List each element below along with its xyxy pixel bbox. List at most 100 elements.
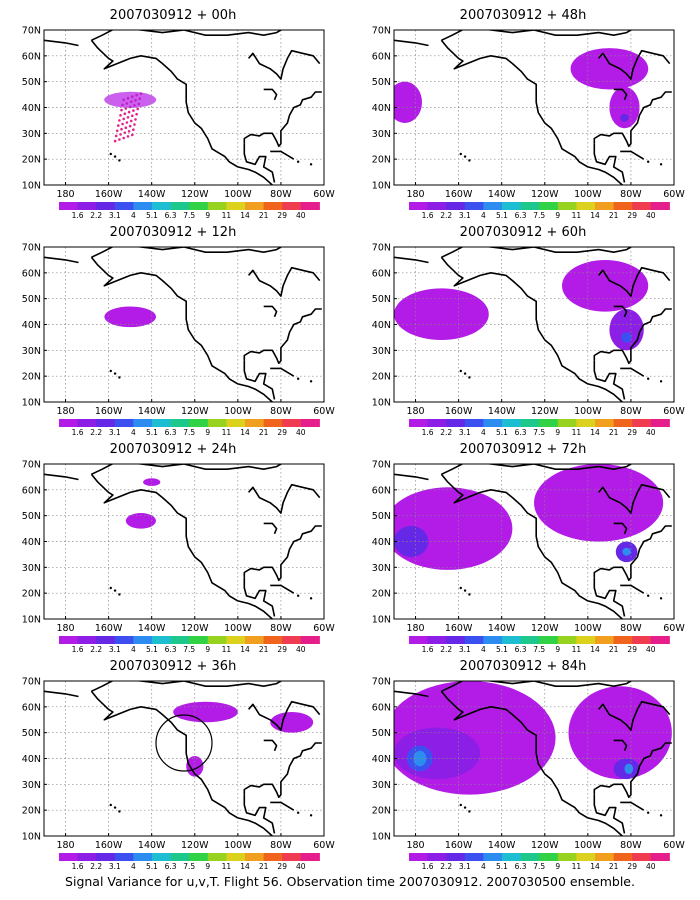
colorbar-swatch xyxy=(300,202,320,210)
coastline xyxy=(394,256,429,264)
colorbar-swatch xyxy=(282,419,302,427)
observation-dot xyxy=(120,108,123,112)
lat-label: 40N xyxy=(372,103,391,114)
colorbar-label: 4 xyxy=(131,862,136,871)
colorbar-label: 40 xyxy=(296,211,306,220)
colorbar-swatch xyxy=(576,419,596,427)
lat-label: 60N xyxy=(22,702,41,713)
colorbar: 1.6 2.2 3.1 4 5.1 6.3 7.5 9 11 14 21 29 40 xyxy=(59,419,320,437)
island xyxy=(463,155,467,158)
colorbar-swatch xyxy=(502,853,522,861)
colorbar-label: 2.2 xyxy=(440,428,452,437)
coastline xyxy=(263,522,278,535)
lat-label: 30N xyxy=(22,346,41,357)
colorbar-swatch xyxy=(59,202,79,210)
coastline xyxy=(593,525,672,582)
lat-label: 10N xyxy=(372,398,391,409)
colorbar-swatch xyxy=(632,853,652,861)
colorbar-swatch xyxy=(189,853,209,861)
map-area xyxy=(394,464,674,619)
observation-dot xyxy=(119,133,122,136)
lat-label: 60N xyxy=(372,702,391,713)
colorbar-swatch xyxy=(189,636,209,644)
island xyxy=(109,152,112,156)
lon-label: 140W xyxy=(488,406,516,417)
colorbar-swatch xyxy=(650,853,670,861)
target-circle xyxy=(155,714,213,772)
island xyxy=(309,814,313,817)
coastline xyxy=(263,305,278,318)
lat-label: 70N xyxy=(22,677,41,688)
colorbar-label: 9 xyxy=(205,645,210,654)
observation-dot xyxy=(118,119,121,122)
colorbar-swatch xyxy=(446,636,466,644)
lon-label: 160W xyxy=(95,623,123,634)
lat-label: 50N xyxy=(372,294,391,305)
colorbar: 1.6 2.2 3.1 4 5.1 6.3 7.5 9 11 14 21 29 40 xyxy=(409,636,670,654)
colorbar-label: 9 xyxy=(205,862,210,871)
coastline xyxy=(620,367,645,377)
colorbar-swatch xyxy=(114,202,134,210)
lat-label: 10N xyxy=(372,181,391,192)
lon-label: 80W xyxy=(270,623,292,634)
colorbar-label: 9 xyxy=(555,862,560,871)
map-panel: 2007030912 + 72h 10N 20N 30N 40N 50N 60N 70N 180… xyxy=(358,434,688,654)
island xyxy=(646,377,650,380)
lon-label: 100W xyxy=(224,406,252,417)
coastline xyxy=(270,367,295,377)
variance-field xyxy=(104,306,156,328)
lat-label: 20N xyxy=(22,372,41,383)
lon-label: 140W xyxy=(488,840,516,851)
coastline xyxy=(440,690,623,836)
colorbar-swatch xyxy=(557,202,577,210)
lon-label: 80W xyxy=(620,406,642,417)
colorbar-label: 29 xyxy=(627,428,637,437)
lat-label: 10N xyxy=(22,832,41,843)
colorbar-label: 29 xyxy=(277,645,287,654)
colorbar-swatch xyxy=(282,636,302,644)
colorbar-swatch xyxy=(539,202,559,210)
colorbar-label: 2.2 xyxy=(90,211,102,220)
colorbar-label: 6.3 xyxy=(165,862,177,871)
map-area xyxy=(394,247,674,402)
colorbar-swatch xyxy=(595,636,615,644)
panel-title: 2007030912 + 84h xyxy=(459,659,587,674)
coastline xyxy=(593,308,672,365)
colorbar-swatch xyxy=(632,636,652,644)
coastline xyxy=(90,473,273,619)
coastline xyxy=(243,143,276,183)
island xyxy=(646,811,650,814)
variance-field xyxy=(622,547,631,556)
colorbar-swatch xyxy=(595,853,615,861)
colorbar-swatch xyxy=(59,853,79,861)
coastline xyxy=(44,473,79,481)
coastline xyxy=(44,256,79,264)
colorbar-label: 14 xyxy=(590,645,600,654)
observation-dot xyxy=(129,119,133,123)
lon-label: 60W xyxy=(663,406,685,417)
colorbar-swatch xyxy=(226,853,246,861)
colorbar-swatch xyxy=(245,202,265,210)
observation-dot xyxy=(118,138,121,141)
map-panel: 2007030912 + 60h 10N 20N 30N 40N 50N 60N 70N 180… xyxy=(358,217,688,437)
island xyxy=(659,380,663,383)
panel-title: 2007030912 + 24h xyxy=(109,442,237,457)
colorbar-swatch xyxy=(427,419,447,427)
colorbar-swatch xyxy=(207,853,227,861)
colorbar-label: 4 xyxy=(131,428,136,437)
lat-label: 70N xyxy=(372,677,391,688)
observation-dot xyxy=(113,139,117,143)
colorbar-label: 7.5 xyxy=(183,862,195,871)
observation-dot xyxy=(132,128,135,131)
coastline xyxy=(441,247,633,259)
observation-dot xyxy=(127,130,131,133)
island xyxy=(309,380,313,383)
lon-label: 120W xyxy=(531,840,559,851)
lon-label: 160W xyxy=(95,840,123,851)
colorbar-swatch xyxy=(207,202,227,210)
lon-label: 140W xyxy=(138,623,166,634)
coastline xyxy=(247,266,321,297)
colorbar-swatch xyxy=(170,853,190,861)
colorbar-swatch xyxy=(520,419,540,427)
island xyxy=(468,376,471,379)
